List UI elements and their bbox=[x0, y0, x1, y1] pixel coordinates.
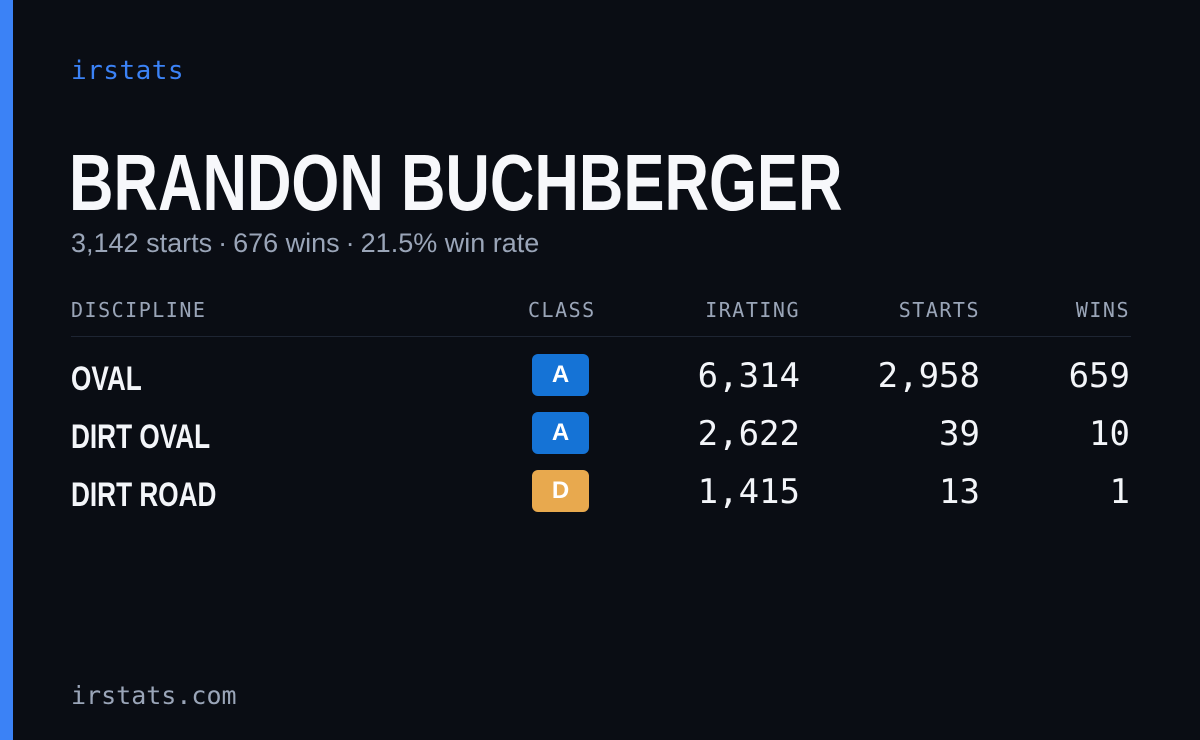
driver-summary: 3,142 starts · 676 wins · 21.5% win rate bbox=[71, 228, 539, 259]
header-starts: STARTS bbox=[898, 298, 980, 322]
irating-value: 6,314 bbox=[697, 356, 800, 396]
summary-wins: 676 wins bbox=[233, 228, 340, 258]
accent-bar bbox=[0, 0, 13, 740]
summary-starts: 3,142 starts bbox=[71, 228, 213, 258]
brand-logo: irstats bbox=[71, 56, 185, 86]
discipline-name: DIRT OVAL bbox=[71, 418, 211, 456]
irating-value: 2,622 bbox=[697, 414, 800, 454]
irating-value: 1,415 bbox=[697, 472, 800, 512]
starts-value: 13 bbox=[939, 472, 980, 512]
header-wins: WINS bbox=[1075, 298, 1130, 322]
table-row: DIRT OVAL A 2,622 39 10 bbox=[71, 412, 1131, 462]
discipline-name: DIRT ROAD bbox=[71, 476, 217, 514]
summary-separator: · bbox=[218, 228, 228, 258]
starts-value: 39 bbox=[939, 414, 980, 454]
driver-name: BRANDON BUCHBERGER bbox=[69, 138, 843, 227]
discipline-name: OVAL bbox=[71, 360, 142, 398]
header-irating: IRATING bbox=[705, 298, 800, 322]
header-class: CLASS bbox=[528, 298, 596, 322]
table-row: DIRT ROAD D 1,415 13 1 bbox=[71, 470, 1131, 520]
class-badge: A bbox=[532, 354, 589, 396]
class-badge: A bbox=[532, 412, 589, 454]
starts-value: 2,958 bbox=[877, 356, 980, 396]
header-discipline: DISCIPLINE bbox=[71, 298, 207, 322]
header-divider bbox=[71, 336, 1131, 337]
summary-win-rate: 21.5% win rate bbox=[360, 228, 540, 258]
wins-value: 659 bbox=[1068, 356, 1130, 396]
wins-value: 10 bbox=[1089, 414, 1130, 454]
class-badge: D bbox=[532, 470, 589, 512]
summary-separator: · bbox=[345, 228, 355, 258]
footer-url: irstats.com bbox=[71, 681, 237, 710]
table-row: OVAL A 6,314 2,958 659 bbox=[71, 354, 1131, 404]
wins-value: 1 bbox=[1109, 472, 1130, 512]
